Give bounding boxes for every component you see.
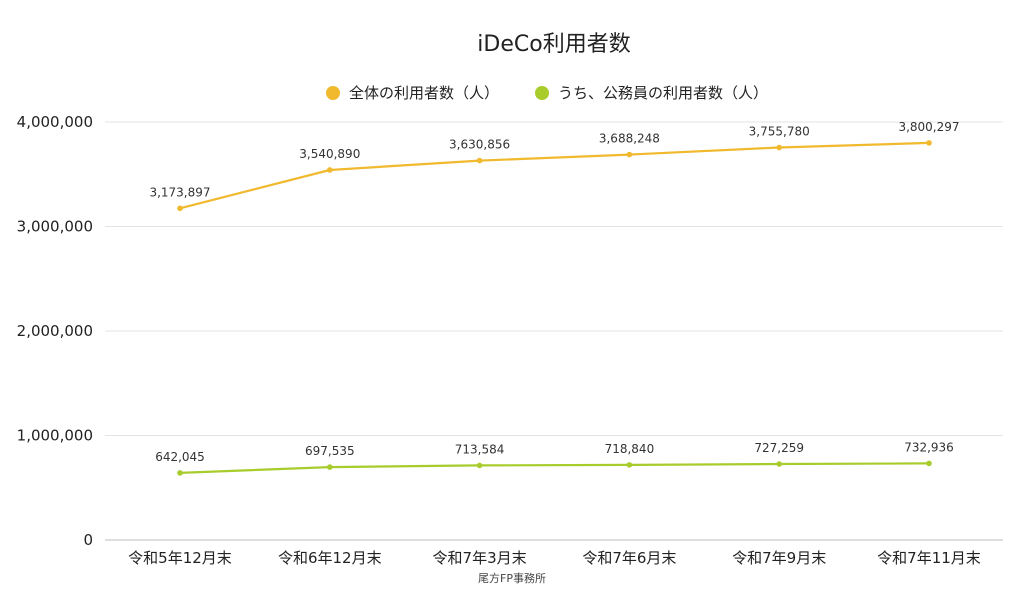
- legend-item-civil-servants: うち、公務員の利用者数（人）: [535, 84, 768, 102]
- data-point: [476, 157, 483, 164]
- y-tick-label: 1,000,000: [17, 427, 93, 445]
- data-label: 642,045: [155, 450, 205, 464]
- y-tick-label: 3,000,000: [17, 218, 93, 236]
- data-label: 3,540,890: [299, 147, 360, 161]
- data-label: 713,584: [455, 442, 505, 456]
- data-label: 3,173,897: [149, 185, 210, 199]
- y-tick-label: 2,000,000: [17, 322, 93, 340]
- legend: 全体の利用者数（人） うち、公務員の利用者数（人）: [326, 84, 768, 102]
- data-label: 3,688,248: [599, 132, 660, 146]
- series-line: [178, 462, 931, 474]
- data-point: [926, 140, 932, 146]
- data-point: [327, 464, 333, 470]
- data-label: 727,259: [754, 441, 804, 455]
- credit-text: 尾方FP事務所: [478, 571, 546, 585]
- data-label: 3,630,856: [449, 138, 510, 152]
- label-layer: 0 1,000,000 2,000,000 3,000,000 4,000,000 令和5…: [17, 113, 981, 567]
- grid-layer: [105, 121, 1003, 541]
- data-point: [327, 167, 333, 173]
- legend-label-all-users: 全体の利用者数（人）: [349, 84, 499, 102]
- legend-label-civil-servants: うち、公務員の利用者数（人）: [558, 84, 768, 102]
- x-tick-label: 令和6年12月末: [278, 549, 382, 567]
- data-point: [776, 144, 782, 151]
- y-tick-label: 4,000,000: [17, 113, 93, 131]
- x-tick-label: 令和5年12月末: [128, 549, 232, 567]
- data-label: 697,535: [305, 444, 355, 458]
- chart-title: iDeCo利用者数: [477, 32, 630, 57]
- data-label: 3,755,780: [749, 125, 810, 139]
- series-layer: [177, 140, 932, 476]
- data-point: [177, 470, 183, 476]
- data-point: [476, 462, 483, 469]
- data-label: 718,840: [605, 442, 655, 456]
- legend-swatch-civil-servants: [535, 86, 549, 100]
- x-tick-label: 令和7年3月末: [433, 549, 527, 567]
- data-point: [776, 461, 782, 467]
- data-label: 732,936: [904, 440, 954, 454]
- y-tick-label: 0: [83, 531, 93, 549]
- x-tick-label: 令和7年11月末: [877, 549, 981, 567]
- x-tick-label: 令和7年9月末: [732, 549, 826, 567]
- x-tick-label: 令和7年6月末: [582, 549, 676, 567]
- data-point: [626, 151, 633, 158]
- data-point: [926, 460, 932, 467]
- legend-swatch-all-users: [326, 86, 340, 100]
- series-line: [178, 141, 931, 210]
- data-point: [177, 205, 183, 212]
- data-point: [626, 462, 633, 468]
- data-label: 3,800,297: [898, 120, 959, 134]
- legend-item-all-users: 全体の利用者数（人）: [326, 84, 499, 102]
